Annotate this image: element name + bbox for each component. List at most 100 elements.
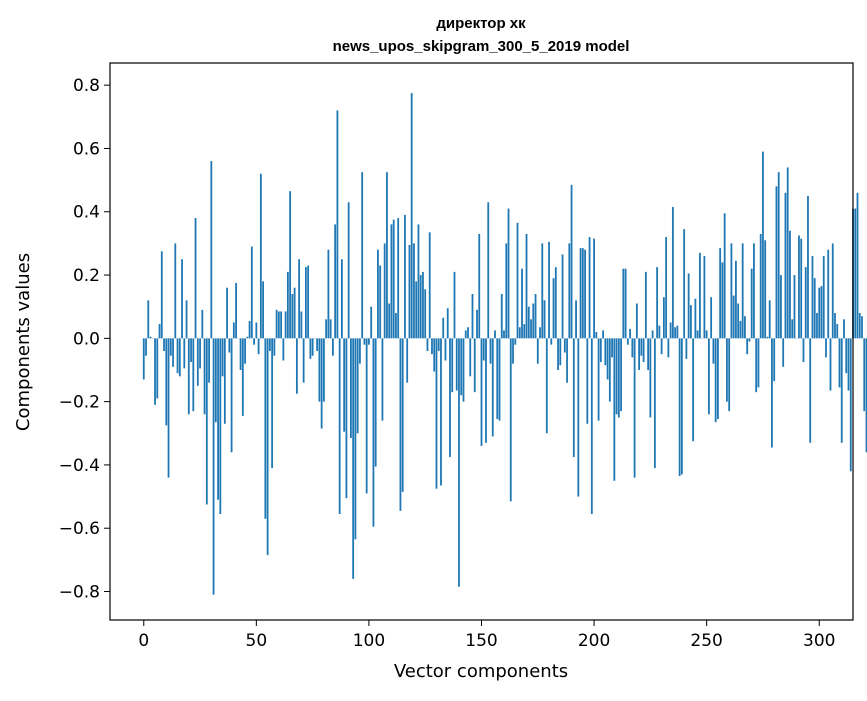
bar-275 (762, 152, 764, 339)
bar-72 (305, 267, 307, 338)
bar-267 (744, 316, 746, 338)
bar-293 (803, 338, 805, 362)
bar-258 (724, 213, 726, 338)
bar-113 (397, 218, 399, 338)
x-tick-label: 300 (803, 631, 835, 651)
bar-45 (244, 338, 246, 363)
bar-284 (782, 338, 784, 366)
bar-285 (785, 193, 787, 339)
bar-301 (821, 286, 823, 338)
bar-32 (215, 338, 217, 422)
bar-20 (188, 338, 190, 414)
bar-59 (276, 310, 278, 338)
bar-316 (854, 209, 856, 339)
bar-101 (370, 307, 372, 339)
bar-158 (499, 338, 501, 420)
bar-56 (269, 338, 271, 351)
bar-194 (580, 248, 582, 338)
x-tick-label: 0 (138, 631, 149, 651)
bar-119 (411, 93, 413, 338)
bar-62 (282, 338, 284, 360)
bar-134 (445, 338, 447, 360)
bar-27 (204, 338, 206, 414)
bar-277 (767, 337, 769, 339)
bar-168 (521, 269, 523, 339)
bar-79 (321, 338, 323, 428)
bar-269 (749, 338, 751, 341)
bar-48 (251, 247, 253, 339)
bar-170 (526, 234, 528, 338)
bar-8 (161, 251, 163, 338)
bar-238 (679, 338, 681, 476)
bar-173 (532, 304, 534, 339)
bar-302 (823, 256, 825, 338)
bar-2 (147, 300, 149, 338)
bar-33 (217, 338, 219, 499)
bar-13 (172, 338, 174, 366)
bar-133 (442, 318, 444, 339)
bar-278 (769, 300, 771, 338)
bar-189 (568, 243, 570, 338)
bar-230 (661, 338, 663, 354)
bar-51 (258, 338, 260, 354)
bar-122 (418, 224, 420, 338)
bar-262 (733, 296, 735, 339)
bar-86 (337, 110, 339, 338)
bar-243 (690, 305, 692, 338)
bar-204 (602, 330, 604, 338)
bar-177 (541, 243, 543, 338)
bar-43 (240, 338, 242, 370)
bar-0 (143, 338, 145, 379)
bar-58 (273, 338, 275, 355)
bar-199 (591, 338, 593, 514)
bar-105 (379, 266, 381, 339)
bar-81 (325, 319, 327, 338)
bar-128 (431, 338, 433, 354)
bar-310 (841, 338, 843, 442)
bar-44 (242, 338, 244, 416)
chart-title-line2: news_upos_skipgram_300_5_2019 model (333, 38, 630, 55)
bar-18 (183, 338, 185, 368)
bar-273 (758, 338, 760, 387)
bar-195 (582, 248, 584, 338)
bar-176 (539, 327, 541, 338)
y-tick-label: 0.4 (73, 203, 100, 223)
bar-296 (809, 338, 811, 442)
bar-1 (145, 338, 147, 355)
bar-180 (548, 242, 550, 339)
bar-231 (663, 297, 665, 338)
bar-47 (249, 321, 251, 338)
bar-192 (575, 300, 577, 338)
bar-181 (550, 338, 552, 344)
bar-308 (836, 324, 838, 338)
bar-250 (706, 330, 708, 338)
chart-title-line1: директор хк (436, 15, 526, 32)
x-axis-label: Vector components (394, 661, 568, 682)
bar-152 (485, 338, 487, 442)
bar-90 (346, 338, 348, 498)
bar-127 (429, 232, 431, 338)
bar-166 (517, 223, 519, 339)
bar-298 (814, 278, 816, 338)
bar-115 (402, 338, 404, 491)
bar-219 (636, 304, 638, 339)
bar-138 (454, 272, 456, 338)
bar-125 (424, 289, 426, 338)
bar-16 (179, 338, 181, 376)
bar-149 (478, 234, 480, 338)
bar-142 (463, 338, 465, 401)
bar-264 (737, 304, 739, 339)
bar-276 (764, 240, 766, 338)
bar-246 (697, 330, 699, 338)
bar-299 (816, 313, 818, 338)
bar-312 (845, 338, 847, 373)
bar-232 (665, 237, 667, 338)
bar-249 (704, 256, 706, 338)
bar-265 (740, 321, 742, 338)
bar-286 (787, 167, 789, 338)
bar-29 (208, 338, 210, 382)
bar-126 (427, 338, 429, 351)
bar-148 (476, 310, 478, 338)
bar-305 (830, 338, 832, 390)
bar-67 (294, 288, 296, 339)
